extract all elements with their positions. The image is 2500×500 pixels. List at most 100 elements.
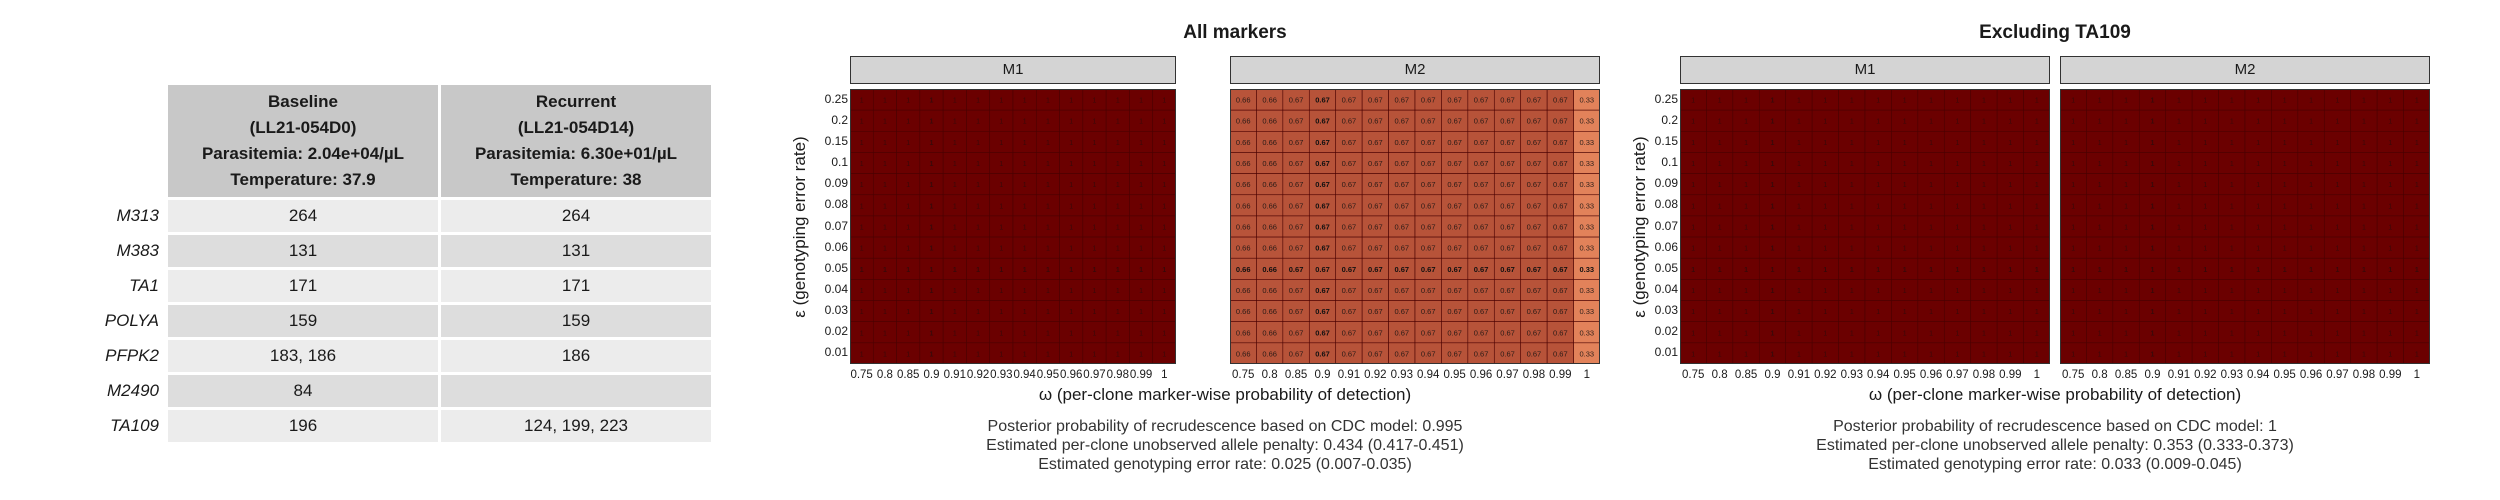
recurrent-cell: 159 <box>441 305 711 337</box>
cell-label: 1 <box>976 140 980 147</box>
cell-label: 1 <box>2008 98 2012 105</box>
cell-label: 0.67 <box>1421 286 1436 295</box>
cell-label: 0.67 <box>1315 223 1330 232</box>
cell-label: 1 <box>1691 182 1695 189</box>
cell-label: 0.67 <box>1474 180 1489 189</box>
cell-label: 0.67 <box>1421 244 1436 253</box>
x-tick-label: 0.99 <box>2379 369 2402 381</box>
cell-label: 1 <box>2362 98 2366 105</box>
cell-label: 1 <box>860 267 864 274</box>
cell-label: 1 <box>2008 203 2012 210</box>
cell-label: 1 <box>1691 246 1695 253</box>
y-tick-label: 0.05 <box>1654 260 1678 275</box>
cell-label: 0.67 <box>1368 223 1383 232</box>
cell-label: 1 <box>1876 98 1880 105</box>
cell-label: 1 <box>1069 140 1073 147</box>
cell-label: 1 <box>2230 182 2234 189</box>
cell-label: 1 <box>930 288 934 295</box>
cell-label: 1 <box>1850 161 1854 168</box>
cell-label: 1 <box>2230 119 2234 126</box>
cell-label: 1 <box>1162 246 1166 253</box>
cell-label: 1 <box>2283 267 2287 274</box>
cell-label: 1 <box>1823 351 1827 358</box>
cell-label: 1 <box>2098 140 2102 147</box>
x-tick-label: 0.8 <box>876 369 893 381</box>
cell-label: 1 <box>1956 203 1960 210</box>
cell-label: 1 <box>1982 140 1986 147</box>
y-tick-label: 0.1 <box>1661 155 1678 170</box>
cell-label: 1 <box>2035 309 2039 316</box>
cell-label: 0.66 <box>1262 328 1277 337</box>
cell-label: 1 <box>1116 246 1120 253</box>
cell-label: 1 <box>1797 161 1801 168</box>
y-tick-label: 0.04 <box>1654 281 1678 296</box>
cell-label: 0.67 <box>1289 244 1304 253</box>
cell-label: 0.67 <box>1289 328 1304 337</box>
cell-label: 1 <box>1903 119 1907 126</box>
cell-label: 1 <box>2230 351 2234 358</box>
cell-label: 0.33 <box>1579 286 1594 295</box>
baseline-cell: 84 <box>168 375 438 407</box>
x-tick-label: 0.99 <box>1549 369 1572 381</box>
cell-label: 1 <box>2256 309 2260 316</box>
cell-label: 1 <box>1956 161 1960 168</box>
cell-label: 1 <box>1982 309 1986 316</box>
cell-label: 1 <box>1046 267 1050 274</box>
cell-label: 1 <box>1093 351 1097 358</box>
cell-label: 1 <box>2336 225 2340 232</box>
cell-label: 1 <box>2415 267 2419 274</box>
cell-label: 0.67 <box>1474 138 1489 147</box>
cell-label: 1 <box>1069 182 1073 189</box>
cell-label: 1 <box>930 203 934 210</box>
cell-label: 1 <box>1771 330 1775 337</box>
cell-label: 1 <box>2124 330 2128 337</box>
cell-label: 1 <box>2098 351 2102 358</box>
cell-label: 1 <box>906 119 910 126</box>
cell-label: 0.67 <box>1315 96 1330 105</box>
cell-label: 0.67 <box>1447 244 1462 253</box>
cell-label: 0.66 <box>1262 349 1277 358</box>
cell-label: 1 <box>1929 309 1933 316</box>
cell-label: 1 <box>1023 246 1027 253</box>
table-row: TA109 196 124, 199, 223 <box>83 410 711 442</box>
cell-label: 1 <box>2124 225 2128 232</box>
cell-label: 0.67 <box>1342 180 1357 189</box>
cell-label: 1 <box>976 182 980 189</box>
cell-label: 1 <box>2309 288 2313 295</box>
x-tick-label: 0.97 <box>2326 369 2349 381</box>
cell-label: 1 <box>2388 182 2392 189</box>
cell-label: 1 <box>1982 288 1986 295</box>
cell-label: 1 <box>906 140 910 147</box>
figure-title: All markers <box>1183 22 1287 43</box>
cell-label: 1 <box>2415 119 2419 126</box>
cell-label: 1 <box>1162 225 1166 232</box>
cell-label: 1 <box>2071 309 2075 316</box>
cell-label: 1 <box>1956 330 1960 337</box>
y-tick-label: 0.07 <box>1654 218 1678 233</box>
cell-label: 1 <box>1046 98 1050 105</box>
cell-label: 1 <box>953 182 957 189</box>
cell-label: 1 <box>1162 98 1166 105</box>
cell-label: 1 <box>1982 246 1986 253</box>
cell-label: 1 <box>2151 309 2155 316</box>
cell-label: 1 <box>1023 267 1027 274</box>
cell-label: 1 <box>1929 267 1933 274</box>
cell-label: 1 <box>2124 182 2128 189</box>
cell-label: 1 <box>1982 203 1986 210</box>
cell-label: 1 <box>1771 246 1775 253</box>
cell-label: 1 <box>2177 161 2181 168</box>
cell-label: 1 <box>1903 182 1907 189</box>
cell-label: 1 <box>1956 119 1960 126</box>
cell-label: 0.67 <box>1394 180 1409 189</box>
cell-label: 1 <box>2362 330 2366 337</box>
cell-label: 1 <box>2177 140 2181 147</box>
cell-label: 0.67 <box>1553 349 1568 358</box>
cell-label: 0.67 <box>1527 328 1542 337</box>
cell-label: 1 <box>2151 330 2155 337</box>
cell-label: 1 <box>2177 351 2181 358</box>
x-tick-label: 0.98 <box>1106 369 1129 381</box>
cell-label: 0.67 <box>1527 201 1542 210</box>
cell-label: 1 <box>1982 161 1986 168</box>
cell-label: 0.67 <box>1368 349 1383 358</box>
summary-error-rate: Estimated genotyping error rate: 0.025 (… <box>1038 456 1412 473</box>
